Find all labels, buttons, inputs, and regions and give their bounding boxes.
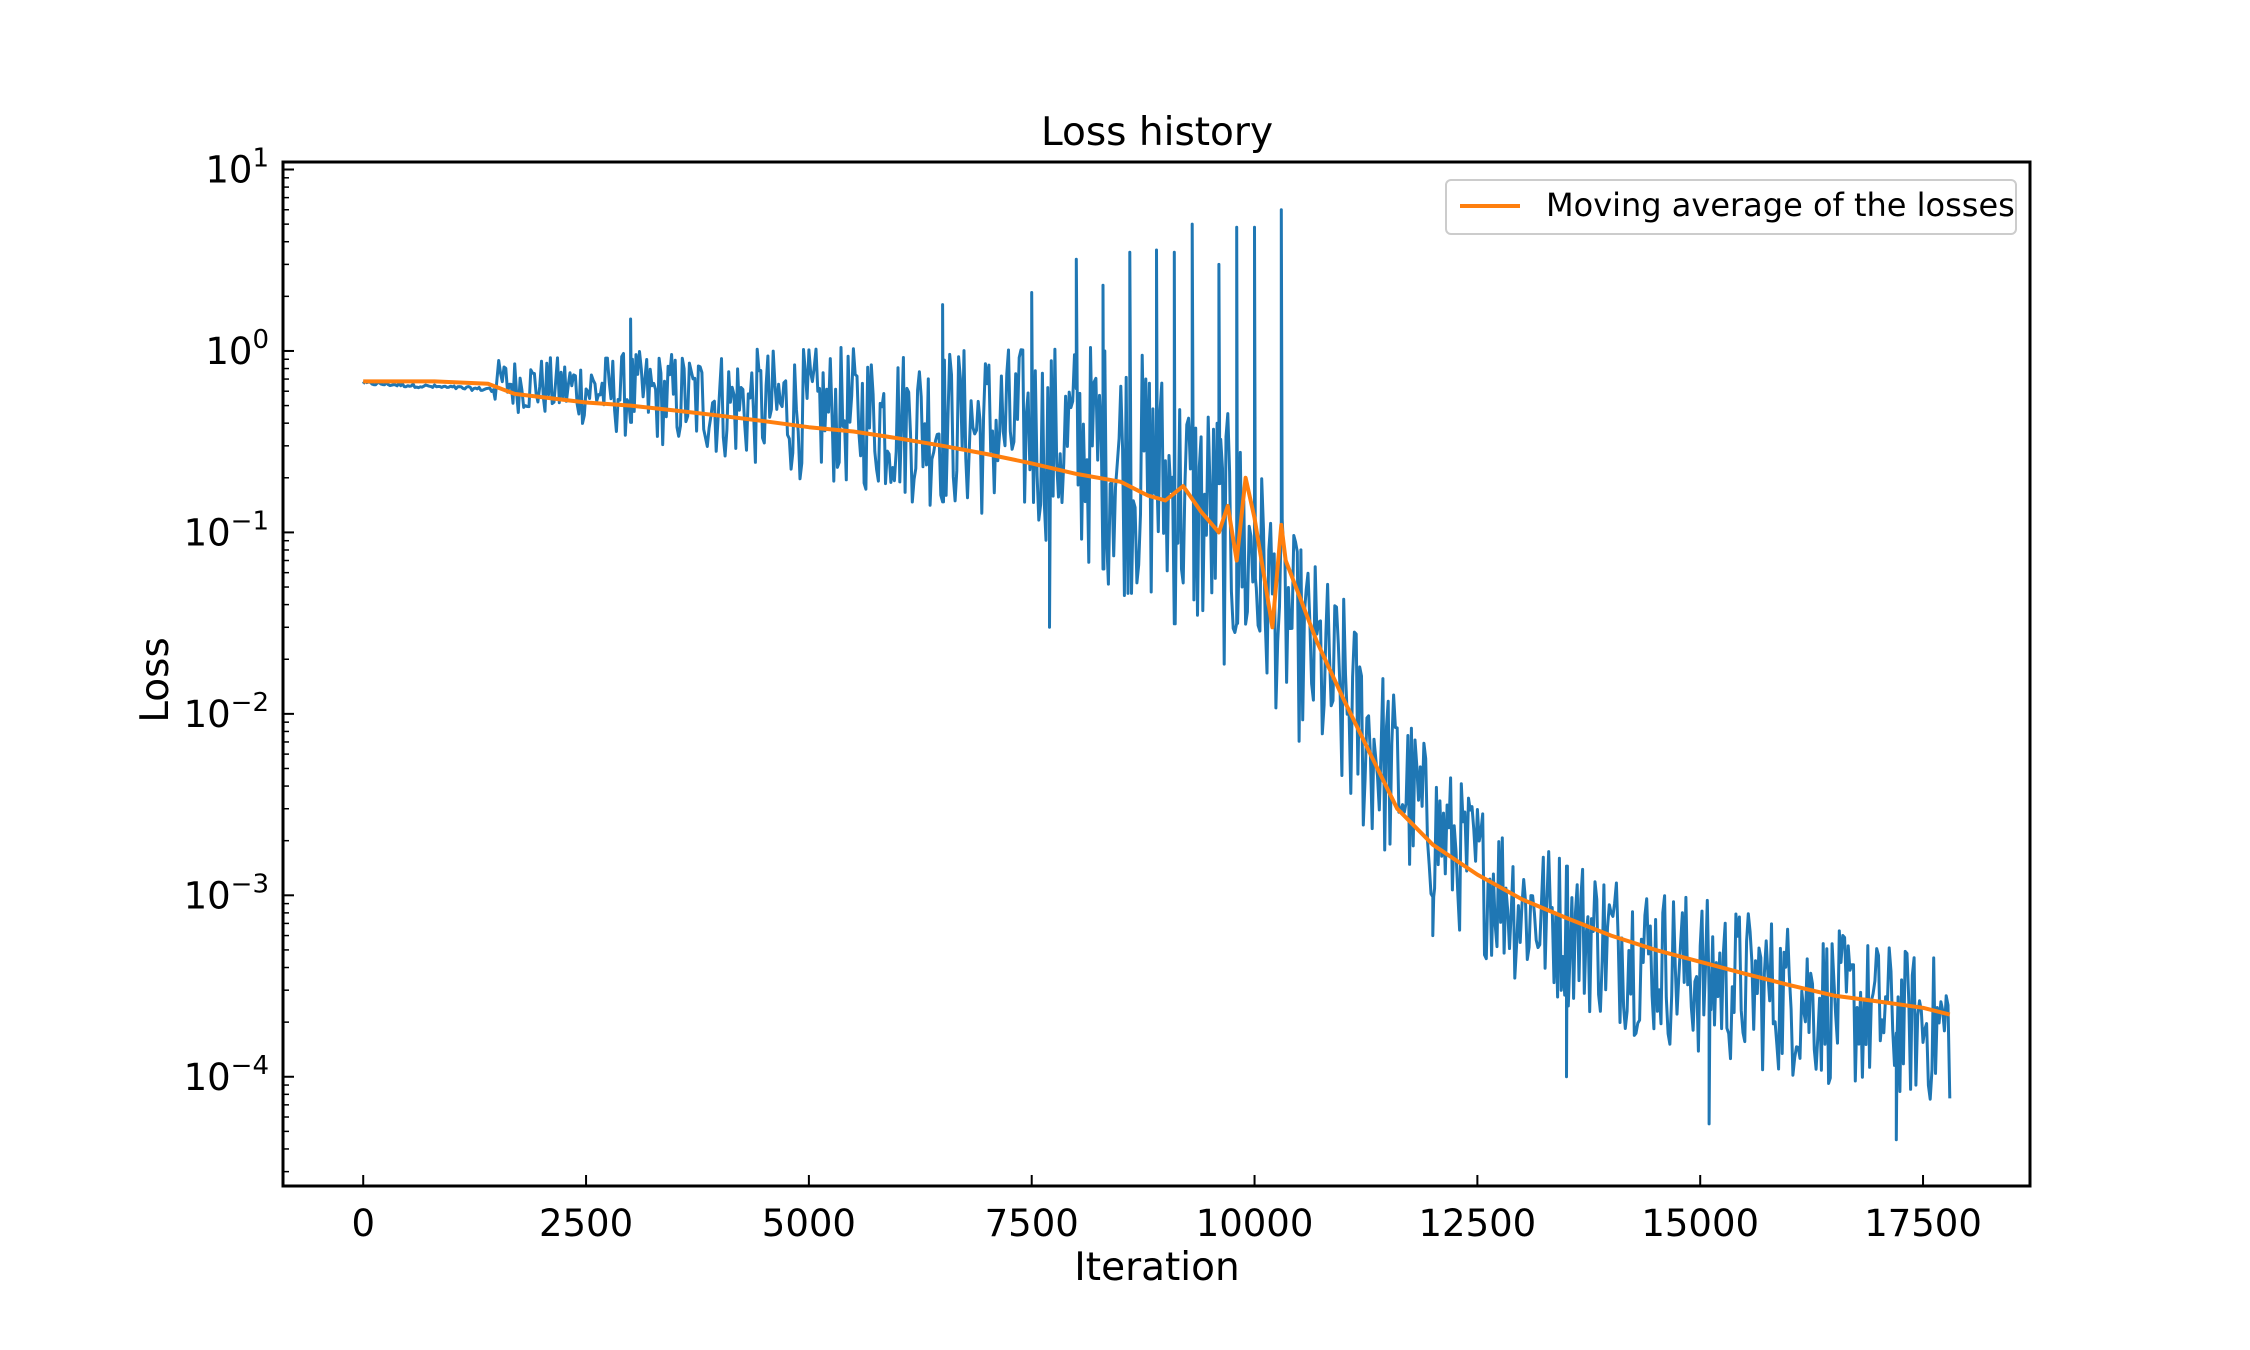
- x-axis: 0 2500 5000 7500 10000 12500 15000 17500: [351, 1175, 1982, 1245]
- moving-average-line: [363, 379, 1951, 1017]
- x-tick-label: 17500: [1864, 1202, 1982, 1245]
- y-tick-label: 10−1: [184, 506, 269, 554]
- legend-box: [1445, 179, 2017, 235]
- y-tick-label: 10−4: [184, 1051, 269, 1099]
- y-axis-label: Loss: [133, 637, 178, 723]
- x-tick-label: 10000: [1196, 1202, 1314, 1245]
- x-axis-label: Iteration: [1074, 1245, 1239, 1290]
- x-tick-label: 2500: [539, 1202, 633, 1245]
- x-tick-label: 7500: [985, 1202, 1079, 1245]
- y-axis: 101 100 10−1 10−2 10−3 10−4: [184, 144, 294, 1173]
- plot-area: [362, 208, 1952, 1142]
- legend-label-moving-average: Moving average of the losses: [1546, 186, 2015, 224]
- x-tick-label: 5000: [762, 1202, 856, 1245]
- y-tick-label: 101: [205, 144, 269, 192]
- raw-loss-line: [362, 208, 1952, 1142]
- axes-frame: [281, 160, 2032, 1188]
- y-tick-label: 10−2: [184, 688, 269, 736]
- y-tick-label: 10−3: [184, 869, 269, 917]
- legend: Moving average of the losses: [1445, 179, 2017, 235]
- chart-title: Loss history: [1041, 110, 1273, 155]
- x-tick-label: 15000: [1641, 1202, 1759, 1245]
- x-tick-label: 12500: [1419, 1202, 1537, 1245]
- x-tick-label: 0: [351, 1202, 375, 1245]
- y-tick-label: 100: [205, 325, 269, 373]
